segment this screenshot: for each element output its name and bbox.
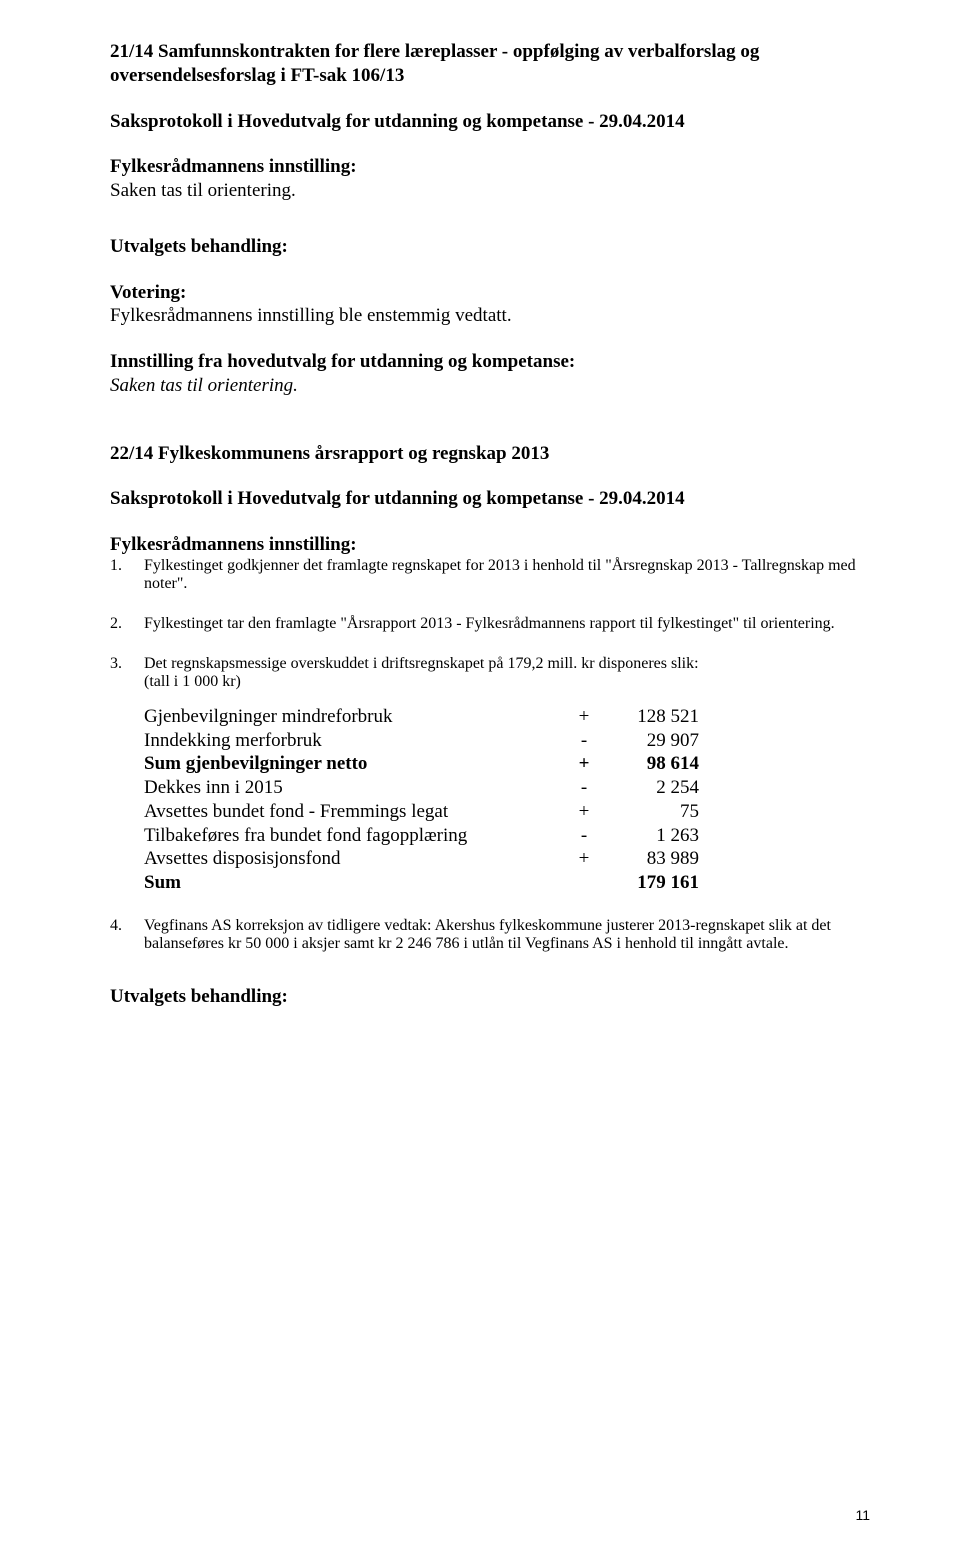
- table-cell-operator: +: [564, 847, 604, 871]
- table-cell-operator: -: [564, 729, 604, 753]
- table-cell-label: Sum: [144, 871, 564, 895]
- protocol-heading-1: Saksprotokoll i Hovedutvalg for utdannin…: [110, 110, 870, 134]
- committee-processing-title-1: Utvalgets behandling:: [110, 235, 870, 259]
- list-item: 4. Vegfinans AS korreksjon av tidligere …: [110, 917, 870, 953]
- table-row: Sum 179 161: [144, 871, 870, 895]
- table-cell-operator: -: [564, 824, 604, 848]
- list-number: 3.: [110, 655, 144, 691]
- list-number: 1.: [110, 557, 144, 593]
- table-cell-label: Tilbakeføres fra bundet fond fagopplærin…: [144, 824, 564, 848]
- recommendation-text-1: Saken tas til orientering.: [110, 179, 870, 203]
- voting-text-1: Fylkesrådmannens innstilling ble enstemm…: [110, 304, 870, 328]
- page-number: 11: [855, 1507, 870, 1523]
- table-cell-operator: +: [564, 705, 604, 729]
- committee-processing-title-2: Utvalgets behandling:: [110, 985, 870, 1009]
- table-cell-value: 128 521: [604, 705, 699, 729]
- protocol-heading-2: Saksprotokoll i Hovedutvalg for utdannin…: [110, 487, 870, 511]
- list-body: Vegfinans AS korreksjon av tidligere ved…: [144, 917, 870, 953]
- recommendation-title-1: Fylkesrådmannens innstilling:: [110, 155, 870, 179]
- case-heading-22-14: 22/14 Fylkeskommunens årsrapport og regn…: [110, 442, 870, 466]
- table-cell-operator: +: [564, 800, 604, 824]
- committee-recommendation-text: Saken tas til orientering.: [110, 374, 870, 398]
- financial-table: Gjenbevilgninger mindreforbruk+128 521In…: [144, 705, 870, 895]
- table-row: Avsettes disposisjonsfond+83 989: [144, 847, 870, 871]
- list-body: Det regnskapsmessige overskuddet i drift…: [144, 655, 870, 691]
- table-cell-value: 75: [604, 800, 699, 824]
- table-row: Sum gjenbevilgninger netto+98 614: [144, 752, 870, 776]
- list-item: 1. Fylkestinget godkjenner det framlagte…: [110, 557, 870, 593]
- list-number: 4.: [110, 917, 144, 953]
- table-row: Avsettes bundet fond - Fremmings legat+7…: [144, 800, 870, 824]
- table-cell-label: Gjenbevilgninger mindreforbruk: [144, 705, 564, 729]
- table-cell-label: Sum gjenbevilgninger netto: [144, 752, 564, 776]
- table-cell-operator: [564, 871, 604, 895]
- table-cell-label: Dekkes inn i 2015: [144, 776, 564, 800]
- list-body: Fylkestinget godkjenner det framlagte re…: [144, 557, 870, 593]
- table-cell-value: 179 161: [604, 871, 699, 895]
- list-body: Fylkestinget tar den framlagte "Årsrappo…: [144, 615, 870, 633]
- table-row: Gjenbevilgninger mindreforbruk+128 521: [144, 705, 870, 729]
- table-cell-value: 29 907: [604, 729, 699, 753]
- case-heading-21-14: 21/14 Samfunnskontrakten for flere lærep…: [110, 40, 870, 88]
- table-cell-label: Inndekking merforbruk: [144, 729, 564, 753]
- table-cell-value: 83 989: [604, 847, 699, 871]
- table-cell-operator: +: [564, 752, 604, 776]
- table-cell-label: Avsettes bundet fond - Fremmings legat: [144, 800, 564, 824]
- table-cell-operator: -: [564, 776, 604, 800]
- committee-recommendation-title: Innstilling fra hovedutvalg for utdannin…: [110, 350, 870, 374]
- table-cell-value: 98 614: [604, 752, 699, 776]
- table-cell-value: 2 254: [604, 776, 699, 800]
- document-page: 21/14 Samfunnskontrakten for flere lærep…: [0, 0, 960, 1547]
- table-row: Inndekking merforbruk-29 907: [144, 729, 870, 753]
- list-item: 2. Fylkestinget tar den framlagte "Årsra…: [110, 615, 870, 633]
- table-cell-label: Avsettes disposisjonsfond: [144, 847, 564, 871]
- list-item: 3. Det regnskapsmessige overskuddet i dr…: [110, 655, 870, 691]
- table-row: Tilbakeføres fra bundet fond fagopplærin…: [144, 824, 870, 848]
- voting-title-1: Votering:: [110, 281, 870, 305]
- table-cell-value: 1 263: [604, 824, 699, 848]
- list-number: 2.: [110, 615, 144, 633]
- recommendation-title-2: Fylkesrådmannens innstilling:: [110, 533, 870, 557]
- table-row: Dekkes inn i 2015-2 254: [144, 776, 870, 800]
